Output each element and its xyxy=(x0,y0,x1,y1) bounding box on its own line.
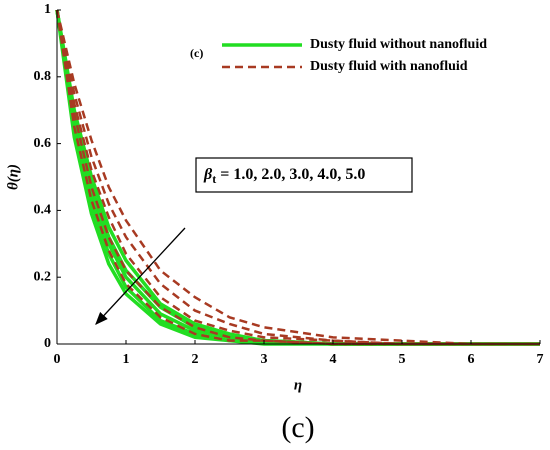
legend-box xyxy=(205,32,537,82)
y-tick-label: 0.8 xyxy=(34,69,52,84)
legend-tag: (c) xyxy=(190,46,203,60)
annotation-symbol: β xyxy=(203,166,213,183)
legend-label: Dusty fluid with nanofluid xyxy=(310,59,468,74)
x-tick-label: 0 xyxy=(54,352,61,367)
y-tick-label: 0.6 xyxy=(34,136,52,151)
x-tick-label: 6 xyxy=(468,352,475,367)
annotation-box xyxy=(195,157,413,193)
annotation: βt = 1.0, 2.0, 3.0, 4.0, 5.0 xyxy=(203,166,365,186)
y-axis-label: θ(η) xyxy=(5,164,21,190)
x-tick-label: 5 xyxy=(399,352,406,367)
x-tick-label: 4 xyxy=(330,352,337,367)
legend-label: Dusty fluid without nanofluid xyxy=(310,37,487,52)
y-tick-label: 1 xyxy=(44,2,51,17)
x-tick-label: 7 xyxy=(537,352,544,367)
x-tick-label: 1 xyxy=(123,352,130,367)
line-series xyxy=(55,9,540,346)
y-tick-label: 0.2 xyxy=(34,269,52,284)
arrow xyxy=(95,227,186,325)
x-axis-label: η xyxy=(294,377,302,393)
caption: (c) xyxy=(281,411,314,444)
x-tick-label: 2 xyxy=(192,352,199,367)
x-tick-label: 3 xyxy=(261,352,268,367)
annotation-subscript: t xyxy=(212,172,216,186)
y-tick-label: 0 xyxy=(44,336,51,351)
y-tick-label: 0.4 xyxy=(34,203,52,218)
annotation-text: = 1.0, 2.0, 3.0, 4.0, 5.0 xyxy=(216,166,365,183)
